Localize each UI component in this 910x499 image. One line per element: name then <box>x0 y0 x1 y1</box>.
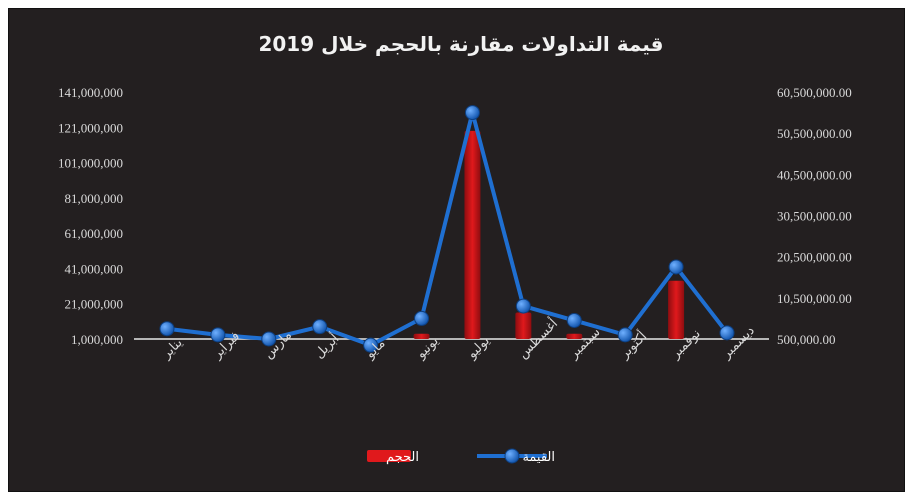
value-line <box>166 110 729 348</box>
legend: الحجم القيمة <box>367 448 555 465</box>
line-point <box>719 325 735 341</box>
line-point <box>464 105 480 121</box>
line-point <box>159 321 175 337</box>
line-point <box>312 319 328 335</box>
left-tick-label: 141,000,000 <box>58 85 123 100</box>
right-tick-label: 10,500,000.00 <box>777 291 852 306</box>
legend-label-volume: الحجم <box>386 450 419 465</box>
right-tick-label: 40,500,000.00 <box>777 167 852 182</box>
line-point <box>210 327 226 343</box>
right-axis: 60,500,000.00 50,500,000.00 40,500,000.00 3… <box>777 85 852 347</box>
left-tick-label: 1,000,000 <box>71 332 123 347</box>
bar <box>413 333 430 339</box>
bar <box>566 333 583 339</box>
bar <box>464 130 481 339</box>
line-point <box>414 310 430 326</box>
legend-label-value: القيمة <box>522 450 555 465</box>
right-tick-label: 20,500,000.00 <box>777 250 852 265</box>
line-point <box>261 331 277 347</box>
line-series-group <box>159 105 735 353</box>
left-axis: 141,000,000 121,000,000 101,000,000 81,000,… <box>58 85 123 347</box>
line-point <box>617 327 633 343</box>
chart-title: قيمة التداولات مقارنة بالحجم خلال 2019 <box>258 32 663 56</box>
right-tick-label: 500,000.00 <box>777 332 836 347</box>
left-tick-label: 81,000,000 <box>65 191 124 206</box>
legend-marker-value <box>504 448 520 464</box>
chart-panel: قيمة التداولات مقارنة بالحجم خلال 2019 1… <box>8 8 905 492</box>
chart-svg: قيمة التداولات مقارنة بالحجم خلال 2019 1… <box>58 32 852 465</box>
left-tick-label: 121,000,000 <box>58 120 123 135</box>
line-point <box>668 259 684 275</box>
line-point <box>515 298 531 314</box>
line-point <box>363 337 379 353</box>
right-tick-label: 50,500,000.00 <box>777 126 852 141</box>
left-tick-label: 41,000,000 <box>65 261 124 276</box>
right-tick-label: 30,500,000.00 <box>777 209 852 224</box>
bar <box>668 280 685 339</box>
legend-swatch-volume <box>367 450 411 462</box>
right-tick-label: 60,500,000.00 <box>777 85 852 100</box>
left-tick-label: 61,000,000 <box>65 226 124 241</box>
left-tick-label: 21,000,000 <box>65 297 124 312</box>
line-point <box>566 312 582 328</box>
left-tick-label: 101,000,000 <box>58 156 123 171</box>
category-label: سبتمبر <box>566 325 604 363</box>
bar <box>515 312 532 339</box>
bars-group <box>413 130 685 339</box>
